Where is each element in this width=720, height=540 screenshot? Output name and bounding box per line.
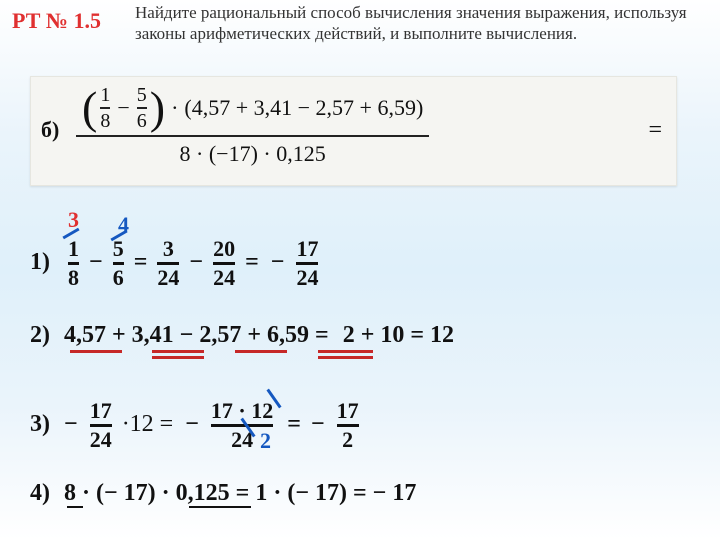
s3-f1: 1724 [90, 400, 112, 451]
problem-denominator: 8 · (−17) · 0,125 [180, 137, 326, 167]
problem-big-fraction: ( 1 8 − 5 6 ) · (4,57 + 3,41 − 2,57 + 6,… [76, 85, 429, 167]
frac-1-8: 1 8 [100, 85, 110, 131]
s1-minus2: − [189, 249, 203, 275]
s1-f3: 324 [157, 238, 179, 289]
s2-uline-1 [70, 350, 122, 353]
problem-box: б) ( 1 8 − 5 6 ) · (4,57 + 3,41 − 2,57 +… [30, 76, 677, 186]
den-8: 8 [100, 109, 110, 131]
s1-f4: 2024 [213, 238, 235, 289]
step3-label: 3) [30, 411, 50, 437]
s1-f5: 1724 [296, 238, 318, 289]
step1-label: 1) [30, 249, 50, 275]
step-3: 3) − 1724 ·12 = − 17 · 1224 = − 172 [30, 400, 363, 451]
step-1: 1) 18 − 56 = 324 − 2024 = − 1724 [30, 238, 322, 289]
step2-expr: 4,57 + 3,41 − 2,57 + 6,59 = [64, 322, 329, 348]
s3-neg2: − [185, 411, 199, 437]
s3-f3: 172 [337, 400, 359, 451]
s2-uline-2 [152, 350, 204, 353]
step2-label: 2) [30, 322, 50, 348]
s1-f1: 18 [68, 238, 79, 289]
s3-neg1: − [64, 411, 78, 437]
s4-uline-0125 [189, 506, 251, 508]
minus-sign: − [117, 95, 129, 121]
den-6: 6 [137, 109, 147, 131]
s1-eq2: = [245, 249, 259, 275]
dot-op: · [171, 95, 178, 121]
step4-expr: 8 · (− 17) · 0,125 = 1 · (− 17) = − 17 [64, 480, 416, 506]
num-1: 1 [100, 85, 110, 107]
s1-neg: − [271, 249, 285, 275]
s3-anno-2: 2 [260, 428, 271, 454]
s1-eq1: = [134, 249, 148, 275]
problem-numerator: ( 1 8 − 5 6 ) · (4,57 + 3,41 − 2,57 + 6,… [76, 85, 429, 135]
s2-uline-4 [318, 350, 373, 353]
step-4: 4) 8 · (− 17) · 0,125 = 1 · (− 17) = − 1… [30, 480, 416, 507]
task-text: Найдите рациональный способ вычисления з… [135, 2, 712, 45]
frac-5-6: 5 6 [137, 85, 147, 131]
s1-f2: 56 [113, 238, 124, 289]
s4-uline-8 [67, 506, 83, 508]
step4-label: 4) [30, 480, 50, 506]
lparen: ( [82, 85, 97, 131]
s3-dot12: ·12 = [122, 411, 174, 437]
s1-minus1: − [89, 249, 103, 275]
step-2: 2) 4,57 + 3,41 − 2,57 + 6,59 = 2 + 10 = … [30, 322, 454, 349]
s2-uline-3 [235, 350, 287, 353]
s3-neg3: − [311, 411, 325, 437]
s3-eq: = [287, 411, 301, 437]
paren-sum: (4,57 + 3,41 − 2,57 + 6,59) [184, 95, 423, 121]
rparen: ) [150, 85, 165, 131]
problem-equals: = [648, 117, 662, 144]
num-5: 5 [137, 85, 147, 107]
problem-letter: б) [41, 117, 59, 143]
worksheet-label: РТ № 1.5 [12, 8, 101, 34]
step2-rhs: 2 + 10 = 12 [343, 322, 454, 348]
